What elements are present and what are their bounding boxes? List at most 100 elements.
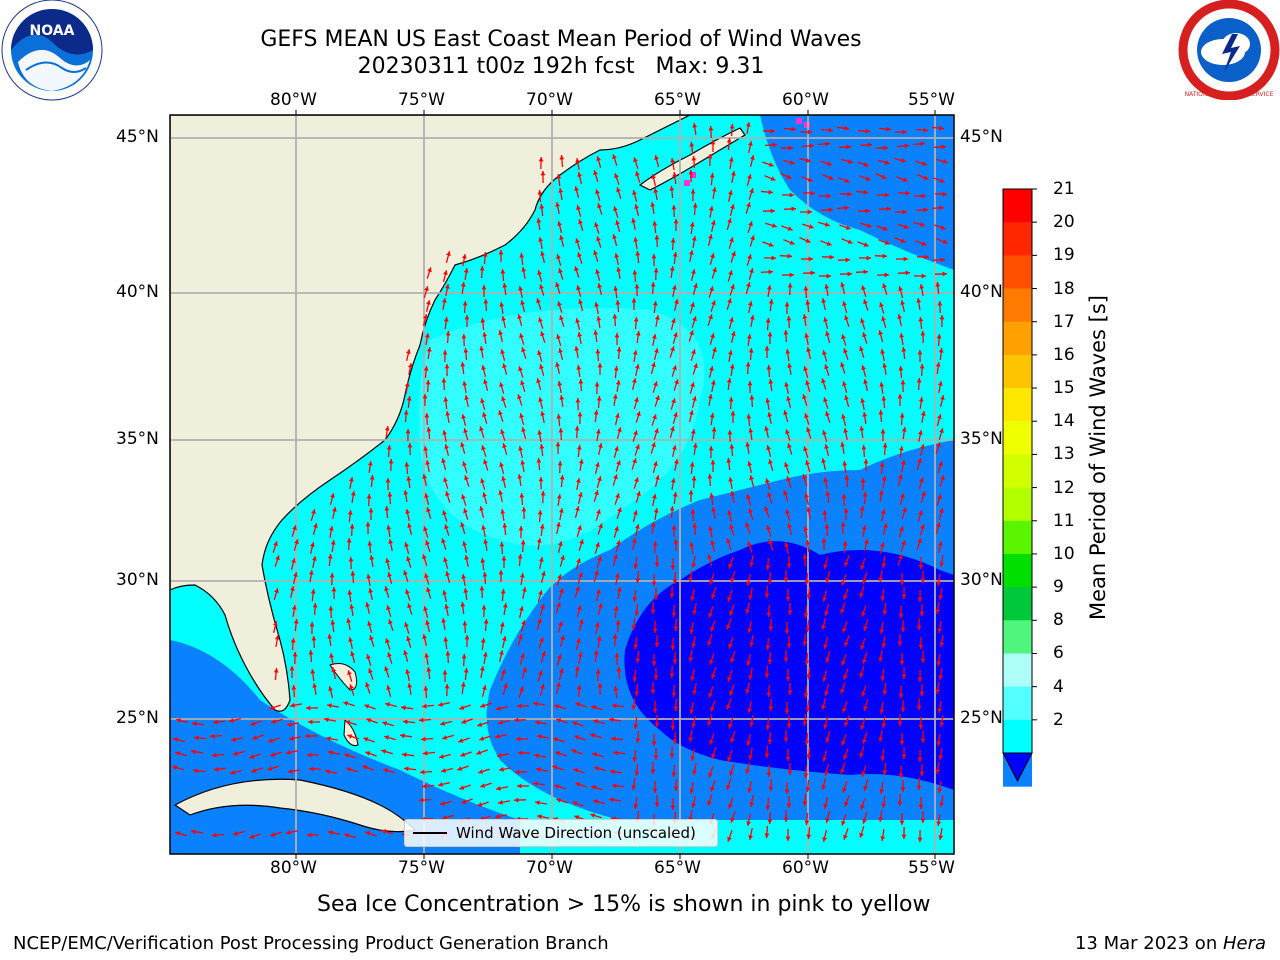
wave-arrow-head: [558, 541, 563, 547]
wave-arrow-head: [330, 620, 336, 625]
wave-arrow-head: [517, 554, 523, 559]
wave-arrow-head: [883, 523, 888, 529]
wave-arrow-head: [789, 160, 795, 165]
wave-arrow-head: [917, 538, 922, 544]
wave-arrow-head: [616, 540, 621, 546]
wave-arrow-head: [366, 494, 372, 499]
wave-arrow-head: [653, 675, 659, 680]
wave-arrow-head: [461, 574, 467, 579]
wave-arrow-head: [822, 837, 827, 842]
wave-arrow-head: [765, 398, 771, 403]
wave-arrow-head: [349, 684, 354, 690]
wave-arrow-head: [692, 443, 698, 448]
wave-arrow-head: [821, 298, 826, 303]
wave-arrow-head: [498, 720, 503, 725]
wave-arrow-head: [920, 444, 925, 449]
wave-arrow-head: [860, 478, 866, 483]
wave-arrow-head: [615, 493, 620, 499]
wave-arrow-head: [592, 752, 598, 757]
colorbar-segment: [1003, 587, 1032, 621]
wave-arrow-head: [690, 676, 695, 681]
colorbar-segment: [1003, 189, 1032, 223]
footer-left: NCEP/EMC/Verification Post Processing Pr…: [13, 933, 609, 954]
wave-arrow-head: [828, 175, 834, 180]
wave-arrow-head: [748, 141, 753, 146]
wave-arrow-head: [652, 708, 658, 713]
wave-arrow-head: [690, 382, 695, 388]
map-legend: Wind Wave Direction (unscaled): [404, 819, 718, 847]
sea-ice-pixel: [796, 118, 802, 124]
wave-arrow-head: [520, 540, 526, 545]
wave-arrow-head: [307, 752, 312, 758]
wave-arrow-head: [538, 670, 543, 676]
wave-arrow-head: [311, 509, 316, 515]
wave-arrow-head: [806, 507, 811, 512]
wave-arrow-head: [898, 446, 904, 451]
wave-arrow-head: [844, 315, 849, 321]
wave-arrow-head: [807, 209, 812, 215]
wave-arrow-head: [935, 689, 941, 694]
wave-arrow-head: [745, 522, 750, 528]
wave-arrow-head: [821, 625, 826, 630]
wave-arrow-head: [273, 541, 278, 547]
wave-arrow-head: [710, 706, 715, 712]
wave-arrow-head: [593, 650, 599, 655]
wave-arrow-head: [861, 771, 866, 777]
wave-arrow-head: [518, 286, 523, 291]
wave-arrow-head: [807, 129, 812, 135]
wave-arrow-head: [593, 250, 598, 256]
wave-arrow-head: [384, 735, 390, 740]
wave-arrow-head: [575, 238, 580, 244]
wave-arrow-head: [173, 737, 179, 742]
wave-arrow-head: [537, 734, 542, 739]
wave-arrow-head: [615, 413, 620, 418]
wave-arrow-head: [808, 256, 813, 262]
wave-arrow-head: [537, 814, 542, 819]
wave-arrow-head: [482, 332, 488, 337]
wave-arrow-head: [521, 620, 526, 626]
wave-arrow-head: [730, 491, 735, 496]
wave-arrow-head: [172, 765, 178, 770]
wave-arrow-head: [902, 129, 907, 135]
wave-arrow-head: [882, 363, 888, 368]
wave-arrow-head: [823, 724, 828, 729]
wave-arrow-head: [805, 238, 811, 243]
wave-arrow-head: [843, 348, 848, 354]
colorbar-segment: [1003, 487, 1032, 522]
wave-arrow-head: [308, 650, 314, 655]
wave-arrow-head: [291, 685, 297, 690]
wave-arrow-head: [651, 362, 656, 368]
colorbar-tick-label: 16: [1053, 344, 1075, 365]
wave-arrow-head: [863, 242, 869, 247]
wave-arrow-head: [423, 526, 428, 532]
wave-arrow-head: [749, 722, 754, 727]
wave-arrow-head: [728, 477, 734, 482]
wave-arrow-head: [727, 510, 732, 515]
wave-arrow-head: [842, 541, 848, 546]
colorbar-segment: [1003, 222, 1032, 256]
wave-arrow-head: [787, 690, 793, 695]
wave-arrow-head: [707, 800, 712, 806]
wave-arrow-head: [538, 477, 544, 482]
wave-arrow-head: [385, 558, 390, 563]
wave-arrow-head: [559, 315, 564, 321]
wave-arrow-head: [729, 364, 735, 369]
wave-arrow-head: [460, 362, 466, 367]
wave-arrow-head: [496, 786, 501, 791]
wave-arrow-head: [824, 690, 829, 696]
wave-arrow-head: [842, 627, 847, 633]
wave-arrow-head: [765, 318, 771, 323]
wave-arrow-head: [728, 397, 734, 402]
wave-arrow-head: [464, 555, 469, 560]
wave-arrow-head: [938, 461, 943, 467]
wave-arrow-head: [938, 348, 944, 353]
wave-arrow-head: [520, 300, 525, 305]
wave-arrow-head: [903, 256, 908, 262]
wave-arrow-head: [881, 316, 886, 322]
wave-arrow-head: [369, 475, 375, 480]
wave-arrow-head: [578, 219, 583, 225]
wave-arrow-head: [344, 753, 350, 758]
wave-arrow-head: [290, 702, 295, 708]
wave-arrow-head: [653, 188, 659, 193]
